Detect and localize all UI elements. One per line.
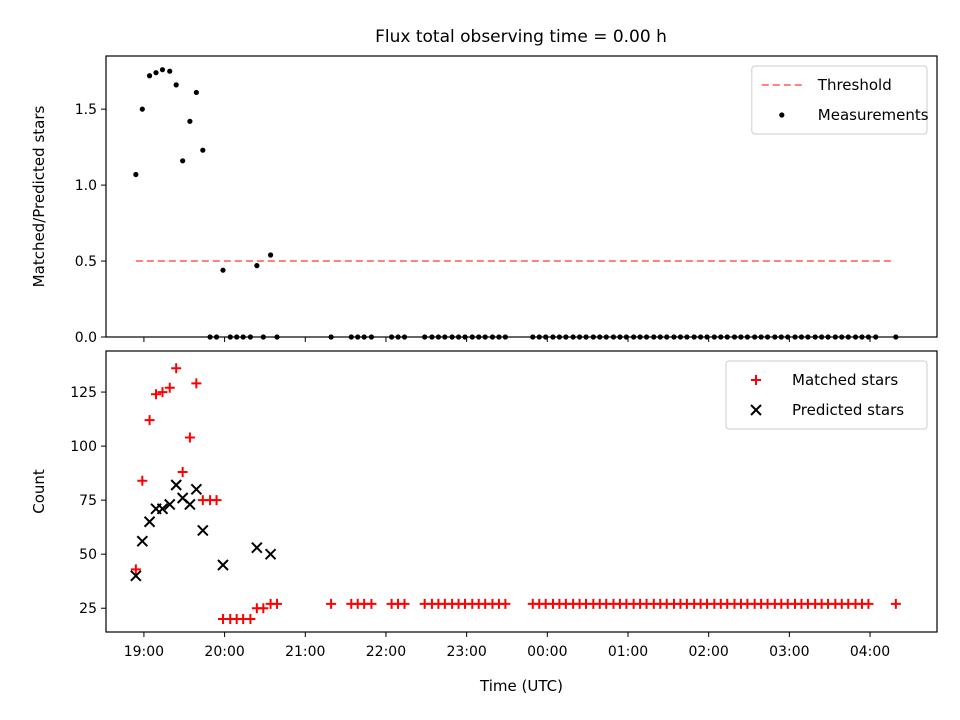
legend-label: Threshold: [817, 76, 892, 94]
y-axis-label: Matched/Predicted stars: [30, 106, 48, 288]
measurements-point: [200, 147, 206, 153]
predicted-stars-point: [197, 524, 209, 537]
y-tick-label: 100: [70, 439, 97, 455]
x-tick-label: 00:00: [527, 644, 567, 660]
measurements-point: [220, 267, 226, 273]
predicted-stars-point: [190, 483, 203, 496]
x-tick-label: 21:00: [285, 644, 325, 660]
x-tick-label: 20:00: [204, 644, 244, 660]
y-axis-label: Count: [30, 469, 48, 514]
x-tick-label: 19:00: [124, 644, 164, 660]
matched-stars-point: [211, 495, 222, 506]
predicted-stars-point: [217, 559, 229, 571]
legend-marker-swatch: [750, 404, 762, 416]
predicted-stars-point: [264, 548, 277, 560]
predicted-stars-point: [251, 541, 263, 554]
legend-box: [751, 65, 928, 135]
x-tick-label: 03:00: [769, 644, 809, 660]
measurements-point: [193, 89, 199, 96]
y-tick-label: 125: [70, 385, 97, 401]
axes-frame: [105, 350, 938, 633]
matched-stars-point: [191, 378, 202, 389]
predicted-stars-point: [136, 535, 149, 547]
matched-stars-point: [500, 598, 511, 609]
legend-box: [725, 360, 928, 430]
y-tick-label: 0.0: [75, 330, 97, 346]
predicted-stars-point: [130, 570, 142, 582]
figure-title: Flux total observing time = 0.00 h: [375, 27, 667, 47]
matched-stars-point: [157, 387, 168, 398]
measurements-point: [173, 82, 179, 88]
measurements-point: [133, 171, 139, 178]
matched-stars-point: [130, 564, 141, 575]
measurements-point: [167, 68, 173, 74]
x-tick-label: 02:00: [688, 644, 728, 660]
legend: Threshold Measurements: [751, 65, 929, 135]
matched-stars-point: [151, 389, 162, 400]
matched-stars-point: [177, 467, 188, 478]
measurements-point: [267, 252, 274, 258]
matched-stars-point: [366, 598, 377, 609]
measurements-point: [254, 263, 260, 269]
matched-stars-point: [863, 598, 874, 609]
matched-stars-point: [245, 614, 256, 625]
matched-stars-point: [890, 598, 901, 609]
y-tick-label: 25: [79, 601, 97, 617]
predicted-stars-point: [184, 498, 196, 511]
top-panel: 0.0 0.5 1.0 1.5 Matched/Predicted stars Thres…: [30, 55, 938, 346]
legend-marker-swatch: [751, 375, 761, 385]
x-tick-label: 04:00: [850, 644, 890, 660]
bottom-panel: 25 50 75 100 125 19:00 20:00 21:00 22:00 23:00 00:…: [30, 350, 938, 695]
measurements-point: [159, 67, 166, 73]
predicted-stars-point: [164, 498, 176, 511]
legend-label: Measurements: [818, 106, 929, 124]
matched-stars-point: [258, 603, 269, 614]
matched-stars-point: [164, 382, 175, 393]
y-tick-label: 1.5: [75, 102, 97, 118]
x-tick-label: 22:00: [366, 644, 406, 660]
data-points: [130, 363, 901, 625]
measurements-point: [180, 158, 186, 164]
measurements-point: [187, 118, 193, 124]
legend-label: Matched stars: [792, 371, 898, 389]
measurements-point: [139, 106, 145, 112]
y-tick-label: 1.0: [75, 178, 97, 194]
matched-stars-point: [171, 363, 182, 374]
x-tick-label: 23:00: [446, 644, 486, 660]
x-axis-label: Time (UTC): [479, 677, 563, 695]
x-tick-label: 01:00: [608, 644, 648, 660]
measurements-point: [153, 70, 159, 76]
legend-marker-swatch: [779, 112, 785, 118]
y-tick-label: 75: [79, 493, 97, 509]
matched-stars-point: [184, 432, 195, 443]
legend: Matched stars Predicted stars: [725, 360, 928, 430]
matched-stars-point: [399, 598, 410, 609]
matched-stars-point: [326, 598, 337, 609]
matched-stars-point: [272, 598, 283, 609]
predicted-stars-point: [156, 503, 169, 515]
axes-frame: [105, 55, 938, 338]
y-tick-label: 0.5: [75, 254, 97, 270]
predicted-stars-point: [143, 516, 156, 528]
y-tick-label: 50: [79, 547, 97, 563]
measurements-point: [146, 73, 153, 79]
predicted-stars-point: [170, 479, 182, 491]
matched-stars-point: [137, 475, 148, 486]
matched-stars-point: [144, 415, 155, 426]
legend-label: Predicted stars: [792, 401, 904, 419]
